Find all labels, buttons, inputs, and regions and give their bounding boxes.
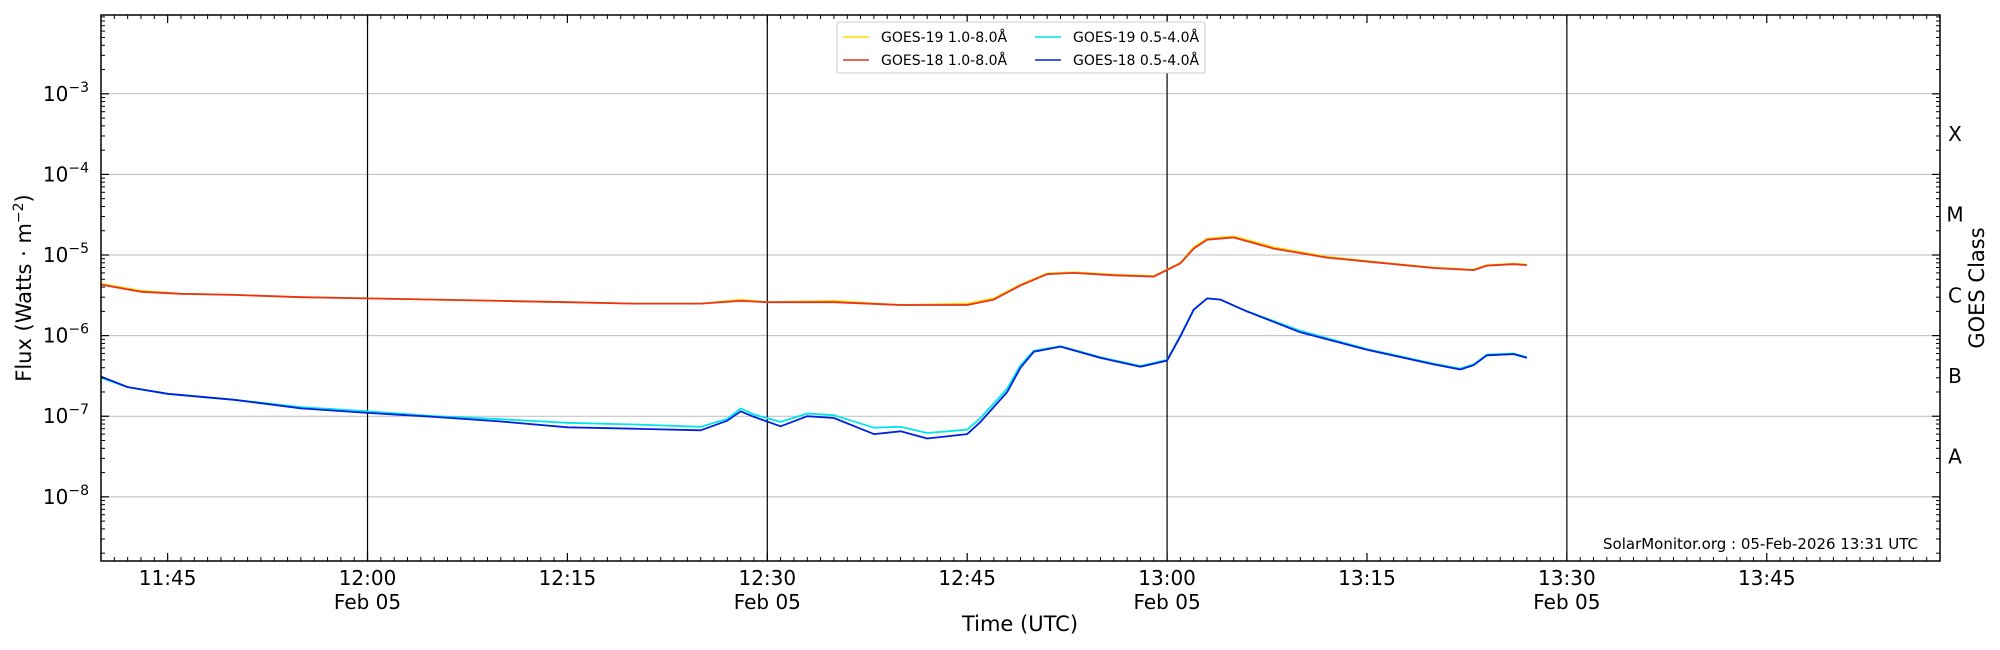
goes-class-label: X bbox=[1948, 122, 1962, 146]
x-tick-label: 13:00 bbox=[1138, 566, 1196, 590]
y-tick-label: 10−5 bbox=[43, 241, 89, 267]
goes-class-label: C bbox=[1948, 283, 1962, 307]
legend-label-goes18-long: GOES-18 1.0-8.0Å bbox=[881, 52, 1007, 69]
x-tick-label: 13:15 bbox=[1338, 566, 1396, 590]
y-axis-label-exponent: −2 bbox=[11, 202, 27, 223]
y-tick-base: 10 bbox=[43, 243, 68, 267]
x-tick-label: 11:45 bbox=[139, 566, 197, 590]
x-tick-date-label: Feb 05 bbox=[1533, 590, 1600, 614]
x-tick-label: 12:00 bbox=[339, 566, 397, 590]
y-tick-base: 10 bbox=[43, 404, 68, 428]
y-tick-exponent: −7 bbox=[68, 402, 89, 418]
x-tick-label: 13:30 bbox=[1538, 566, 1596, 590]
goes-class-label: B bbox=[1948, 364, 1962, 388]
goes-class-label: M bbox=[1946, 203, 1963, 227]
legend-label-goes19-long: GOES-19 1.0-8.0Å bbox=[881, 29, 1007, 46]
y-tick-label: 10−7 bbox=[43, 402, 89, 428]
y-axis-label: Flux (Watts · m−2) bbox=[11, 194, 36, 382]
legend-label-goes19-short: GOES-19 0.5-4.0Å bbox=[1073, 29, 1199, 46]
grid-layer bbox=[101, 93, 1940, 498]
x-tick-label: 12:15 bbox=[539, 566, 597, 590]
series-line-1 bbox=[100, 236, 1527, 306]
y-tick-base: 10 bbox=[43, 485, 68, 509]
x-axis-label: Time (UTC) bbox=[961, 612, 1078, 636]
legend-box bbox=[836, 21, 1206, 74]
x-tick-label: 12:30 bbox=[738, 566, 796, 590]
y-tick-exponent: −5 bbox=[68, 241, 89, 257]
x-tick-label: 12:45 bbox=[938, 566, 996, 590]
x-tick-date-label: Feb 05 bbox=[334, 590, 401, 614]
x-tick-label: 13:45 bbox=[1738, 566, 1796, 590]
y-axis-label-close: ) bbox=[12, 194, 36, 202]
series-layer bbox=[100, 235, 1528, 440]
goes-class-axis-label: GOES Class bbox=[1965, 227, 1989, 348]
y-tick-label: 10−8 bbox=[43, 483, 89, 509]
y-tick-exponent: −4 bbox=[68, 160, 89, 176]
legend-label-goes18-short: GOES-18 0.5-4.0Å bbox=[1073, 52, 1199, 69]
y-tick-exponent: −8 bbox=[68, 483, 89, 499]
y-tick-label: 10−6 bbox=[43, 322, 89, 348]
tick-layer bbox=[100, 15, 1941, 561]
y-tick-base: 10 bbox=[43, 82, 68, 106]
vertical-marker-layer bbox=[366, 15, 1568, 561]
series-line-3 bbox=[100, 297, 1528, 440]
x-tick-date-label: Feb 05 bbox=[1133, 590, 1200, 614]
x-tick-date-label: Feb 05 bbox=[734, 590, 801, 614]
y-tick-base: 10 bbox=[43, 162, 68, 186]
y-tick-label: 10−4 bbox=[43, 160, 89, 186]
series-line-2 bbox=[100, 297, 1528, 434]
y-tick-label: 10−3 bbox=[43, 80, 89, 106]
y-tick-base: 10 bbox=[43, 324, 68, 348]
goes-class-label: A bbox=[1948, 445, 1962, 469]
legend: GOES-19 1.0-8.0Å GOES-18 1.0-8.0Å GOES-1… bbox=[836, 21, 1206, 74]
y-axis-label-main: Flux (Watts · m bbox=[12, 223, 36, 382]
y-tick-exponent: −3 bbox=[68, 80, 89, 96]
y-tick-exponent: −6 bbox=[68, 322, 89, 338]
credit-text: SolarMonitor.org : 05-Feb-2026 13:31 UTC bbox=[1603, 535, 1918, 553]
